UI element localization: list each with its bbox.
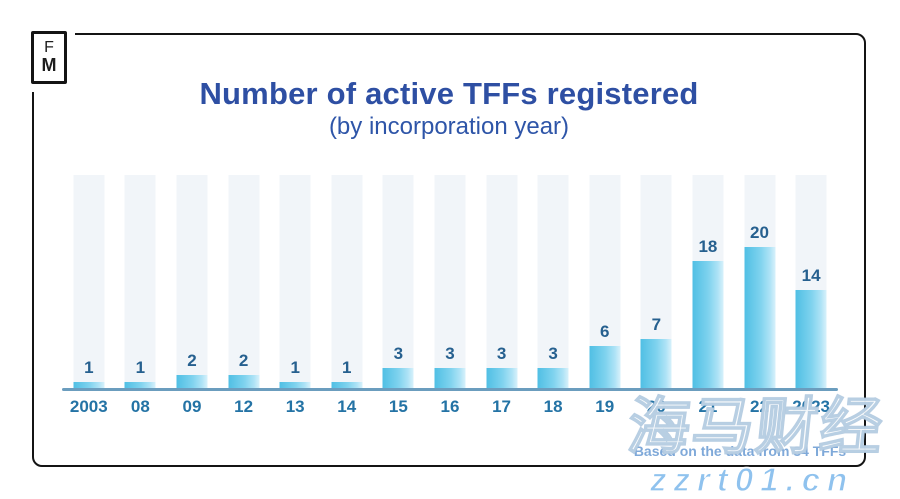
watermark-cjk: 海马财经	[624, 392, 889, 463]
bar	[744, 247, 776, 389]
column-background	[228, 175, 260, 389]
fm-logo: F M	[31, 31, 67, 84]
bar-value-label: 2	[238, 350, 249, 370]
bar	[382, 367, 414, 389]
bar-value-label: 14	[801, 265, 821, 285]
chart-column: 2	[218, 175, 270, 389]
bar	[795, 289, 827, 389]
chart-column: 3	[476, 175, 528, 389]
fm-logo-letter-f: F	[44, 39, 54, 56]
bar-value-label: 3	[496, 343, 507, 363]
chart-column: 18	[682, 175, 734, 389]
x-axis-label: 18	[543, 397, 563, 416]
x-axis-label: 14	[337, 397, 357, 416]
x-axis-label: 08	[130, 397, 150, 416]
fm-logo-letter-m: M	[41, 55, 57, 75]
bar-value-label: 1	[84, 357, 94, 377]
column-background	[73, 175, 105, 389]
x-axis-label: 12	[234, 397, 254, 416]
chart-column: 1	[269, 175, 321, 389]
x-axis-label: 21	[698, 397, 718, 416]
column-background	[279, 175, 311, 389]
page-title: Number of active TFFs registered	[199, 76, 699, 111]
x-axis-label: 13	[285, 397, 305, 416]
bar	[589, 346, 621, 389]
bar	[640, 339, 672, 389]
x-axis-label: 22	[750, 397, 769, 416]
bar	[279, 381, 311, 389]
column-background	[434, 175, 466, 389]
data-source-note: Based on the data from 84 TFFs	[633, 443, 847, 459]
chart-column: 1	[63, 175, 115, 389]
bar-chart: 1 1 2 2 1 1 3 3 3 3 6 7 18 20 14	[63, 175, 837, 389]
bar-value-label: 18	[698, 237, 718, 257]
chart-column: 7	[631, 175, 683, 389]
chart-column: 3	[527, 175, 579, 389]
bar-value-label: 6	[600, 322, 610, 342]
bar	[73, 381, 105, 389]
bar-value-label: 2	[187, 350, 197, 370]
bar	[486, 367, 518, 389]
x-axis-label: 09	[182, 397, 202, 416]
column-background	[382, 175, 414, 389]
bar	[176, 374, 208, 389]
x-axis-labels: 2003 08 09 12 13 14 15 16 17 18 19 20 21 22 2023	[63, 397, 837, 417]
chart-column: 2	[166, 175, 218, 389]
page-subtitle: (by incorporation year)	[328, 113, 570, 140]
chart-column: 6	[579, 175, 631, 389]
column-background	[124, 175, 156, 389]
column-background	[537, 175, 569, 389]
bar	[537, 367, 569, 389]
x-axis-label: 16	[440, 397, 460, 416]
bar-value-label: 1	[342, 357, 352, 377]
x-axis-line	[62, 388, 838, 391]
bar	[331, 381, 363, 389]
chart-column: 1	[115, 175, 167, 389]
bar	[692, 261, 724, 389]
chart-column: 3	[424, 175, 476, 389]
chart-column: 1	[321, 175, 373, 389]
x-axis-label: 15	[388, 397, 408, 416]
bar-value-label: 20	[750, 223, 769, 242]
column-background	[176, 175, 208, 389]
bar-value-label: 7	[651, 315, 662, 335]
x-axis-label: 20	[646, 397, 666, 416]
watermark-url: zzrt01.cn	[649, 460, 855, 498]
bar-value-label: 1	[290, 357, 300, 377]
x-axis-label: 2003	[69, 397, 108, 416]
bar-value-label: 1	[135, 357, 146, 377]
x-axis-label: 19	[595, 397, 615, 416]
bar-value-label: 3	[548, 343, 558, 363]
bar-value-label: 3	[393, 343, 404, 363]
column-background	[331, 175, 363, 389]
bar	[228, 374, 260, 389]
bar-value-label: 3	[445, 343, 455, 363]
chart-column: 14	[785, 175, 837, 389]
column-background	[486, 175, 518, 389]
chart-column: 3	[373, 175, 425, 389]
x-axis-label: 2023	[792, 397, 831, 416]
chart-column: 20	[734, 175, 786, 389]
bar	[434, 367, 466, 389]
bar	[124, 381, 156, 389]
x-axis-label: 17	[492, 397, 511, 416]
